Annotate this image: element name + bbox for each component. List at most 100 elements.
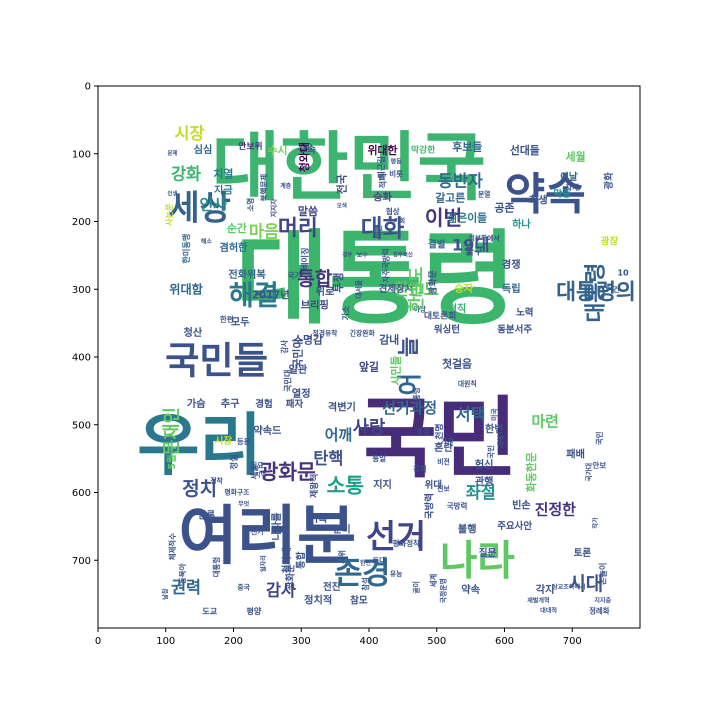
vertical-cloud-word: 제왕적 (308, 474, 320, 498)
cloud-word: 19대 (452, 236, 490, 255)
vertical-cloud-word: 국민대 (283, 369, 293, 391)
cloud-word: 지지층 (594, 596, 611, 604)
cloud-word: 진보 (437, 484, 450, 493)
cloud-word: 인생 (168, 189, 178, 197)
x-tick-label: 300 (292, 636, 311, 647)
vertical-cloud-word: 나라를 (270, 512, 283, 541)
cloud-word: 헌신 (475, 458, 494, 471)
cloud-word: 치열 (213, 167, 233, 181)
x-tick-label: 500 (427, 636, 446, 647)
vertical-cloud-word: 화동한문 (524, 452, 538, 492)
cloud-word: 정치적 (304, 593, 332, 606)
cloud-word: 대원칙 (458, 379, 477, 388)
y-tick-label: 200 (72, 217, 91, 228)
y-tick-label: 500 (72, 420, 91, 431)
vertical-cloud-word: 대통령 (411, 387, 421, 408)
vertical-cloud-word: 북핵문제 (258, 174, 268, 202)
cloud-word: 승화 (373, 190, 392, 203)
cloud-word: 조성 (417, 427, 429, 436)
cloud-word: 강화 (171, 165, 201, 184)
cloud-word: 위대 (425, 479, 442, 491)
cloud-word: 국민 (356, 387, 518, 490)
cloud-word: 2017년 (252, 289, 290, 302)
vertical-cloud-word: 시위 (336, 550, 346, 564)
cloud-word: 약속 (505, 169, 586, 220)
cloud-word: 불구 (465, 245, 483, 257)
cloud-word: 협상 (386, 206, 400, 216)
cloud-word: 정경유착 (313, 328, 339, 337)
vertical-cloud-word: 소명 (245, 198, 255, 212)
vertical-cloud-word: 문재인 (162, 407, 183, 456)
cloud-word: 국방력 (447, 501, 468, 511)
cloud-word: 권력 (171, 578, 201, 597)
cloud-word: 긴장완화 (350, 328, 376, 337)
cloud-word: 평양 (246, 606, 261, 616)
vertical-cloud-word: 국민 (594, 431, 604, 445)
cloud-word: 안보위 (238, 140, 262, 152)
cloud-word: 유능 (390, 569, 403, 578)
vertical-cloud-word: 자주국방력 (380, 248, 390, 282)
cloud-word: 기관 (440, 436, 454, 446)
cloud-word: 위로 (316, 285, 335, 298)
cloud-word: 워싱턴 (434, 323, 460, 335)
cloud-word: 말씀 (298, 205, 318, 218)
cloud-word: 대화 (361, 214, 405, 242)
cloud-word: 시장 (215, 435, 233, 447)
cloud-word: 준비 (333, 523, 350, 535)
cloud-word: 비전 (437, 457, 449, 466)
cloud-word: 구속 (297, 144, 316, 156)
cloud-word: 평화구조 (224, 488, 250, 497)
vertical-cloud-word: 작가 (591, 517, 599, 529)
cloud-word: 기록 (309, 512, 328, 525)
cloud-word: 하나 (512, 217, 531, 230)
vertical-cloud-word: 청와대 (281, 547, 293, 573)
vertical-cloud-word: 사는문 (164, 203, 174, 226)
cloud-word: 현직 (448, 302, 467, 315)
vertical-cloud-word: 베이징 (300, 248, 310, 270)
cloud-word: 후보들 (452, 139, 482, 153)
cloud-word: 지금 (214, 184, 233, 197)
cloud-word: 대통령 (236, 220, 516, 338)
cloud-word: 사랑 (353, 418, 385, 438)
cloud-word: 어깨 (325, 426, 352, 444)
cloud-word: 통일 (372, 453, 386, 463)
vertical-cloud-word: 감사 (279, 340, 289, 354)
cloud-word: 감사 (266, 581, 296, 600)
cloud-word: 열정 (292, 387, 311, 400)
cloud-word: 평동 (391, 157, 403, 165)
cloud-word: 비롯 (389, 169, 403, 179)
vertical-cloud-word: 정실 (229, 455, 239, 470)
cloud-word: 결별 (428, 239, 446, 251)
vertical-cloud-word: 날참 (161, 588, 169, 600)
cloud-word: 선기 (251, 527, 263, 536)
vertical-cloud-word: 세계 (428, 574, 438, 588)
cloud-word: 계층 (280, 182, 292, 190)
cloud-word: 선거 (366, 518, 426, 556)
cloud-word: 등용 (237, 436, 251, 446)
cloud-word: 질문 (479, 547, 497, 559)
vertical-cloud-word: 지지자 (269, 198, 278, 217)
cloud-word: 10 (617, 267, 629, 277)
vertical-cloud-word: 대통령 (211, 557, 221, 578)
cloud-word: 평화정착 (393, 538, 421, 548)
cloud-word: 혼란 (434, 441, 453, 454)
cloud-word: 광장 (601, 235, 619, 247)
cloud-word: 겸허한 (219, 241, 248, 254)
cloud-word: 전진 (323, 581, 340, 593)
cloud-word: 견제장치 (379, 283, 414, 295)
cloud-word: 이날 (560, 171, 578, 183)
y-axis: 0 100 200 300 400 500 600 700 (72, 82, 98, 567)
cloud-word: 상교조하에서 (552, 583, 586, 591)
vertical-cloud-word: 국가대 (584, 463, 593, 482)
x-tick-label: 0 (95, 636, 101, 647)
cloud-word: 여러분 (179, 499, 357, 574)
cloud-word: 참모 (350, 594, 368, 606)
cloud-word: 감내 (379, 333, 399, 347)
vertical-cloud-word: 참석 (360, 577, 370, 591)
cloud-word: 안보 (593, 460, 607, 470)
vertical-cloud-word: 통합 (295, 551, 307, 569)
vertical-cloud-word: 5월 (166, 454, 178, 469)
cloud-word: 막중 (553, 188, 571, 200)
cloud-word: 정례화 (589, 606, 610, 616)
